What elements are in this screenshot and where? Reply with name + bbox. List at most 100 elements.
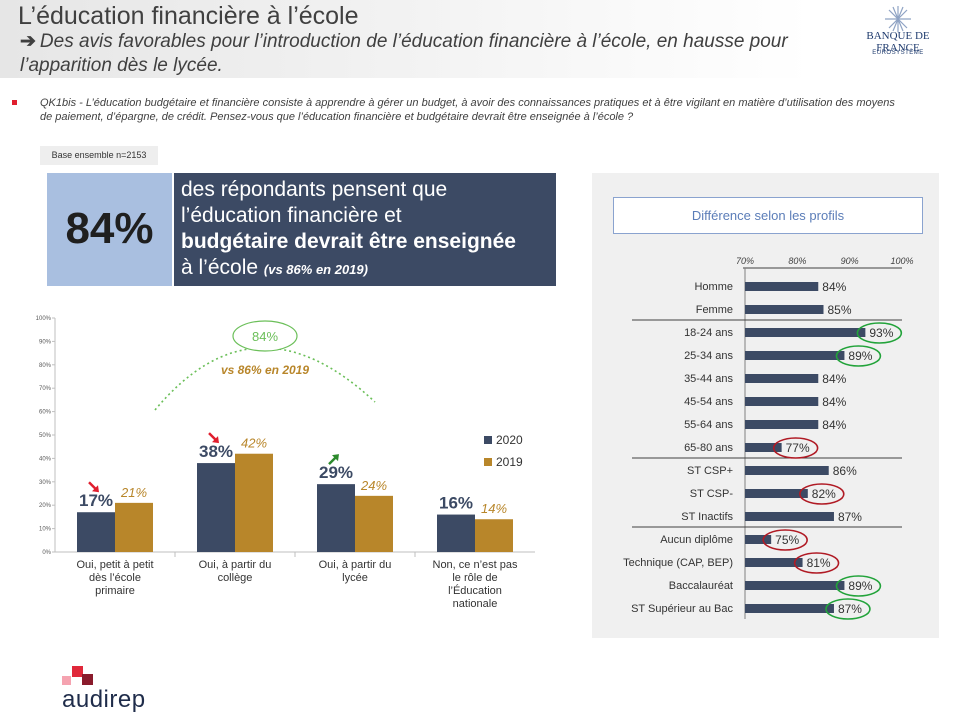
y-tick-label: 50% [39, 433, 52, 439]
highlight-note: (vs 86% en 2019) [264, 262, 368, 277]
logo-square-pink [62, 676, 71, 685]
legend-label-2020: 2020 [496, 433, 523, 447]
profile-value-label: 89% [848, 579, 872, 593]
bar-2020 [317, 484, 355, 552]
y-tick-label: 60% [39, 410, 52, 416]
profile-bar [745, 397, 818, 406]
highlight-line-3: budgétaire devrait être enseignée [181, 229, 553, 255]
highlight-line-4-text: à l’école [181, 256, 258, 279]
data-label-2019: 14% [481, 501, 507, 516]
data-label-2020: 29% [319, 463, 353, 482]
profile-bar [745, 351, 844, 360]
y-tick-label: 90% [39, 339, 52, 345]
profile-value-label: 85% [828, 303, 852, 317]
y-tick-label: 0% [42, 550, 51, 556]
page-title: L’éducation financière à l’école [18, 2, 359, 31]
profile-bar [745, 489, 808, 498]
profile-value-label: 93% [869, 326, 893, 340]
highlight-line-2: l’éducation financière et [181, 203, 553, 229]
page-subtitle: ➔ Des avis favorables pour l’introduction… [20, 30, 820, 78]
x-tick-label: 100% [890, 256, 913, 266]
category-label: 55-64 ans [684, 419, 733, 431]
profile-value-label: 81% [807, 556, 831, 570]
x-tick-label: 80% [788, 256, 806, 266]
subtitle-text: Des avis favorables pour l’introduction … [20, 31, 788, 76]
profile-value-label: 84% [822, 418, 846, 432]
category-label: 65-80 ans [684, 442, 733, 454]
bar-2019 [355, 496, 393, 552]
profile-value-label: 87% [838, 602, 862, 616]
y-tick-label: 80% [39, 363, 52, 369]
brand-name: audirep [62, 686, 146, 714]
bar-2019 [115, 503, 153, 552]
data-label-2019: 24% [360, 478, 387, 493]
logo-sub: EUROSYSTÈME [848, 50, 948, 56]
category-label: ST Inactifs [681, 511, 733, 523]
profile-value-label: 84% [822, 395, 846, 409]
profile-value-label: 84% [822, 372, 846, 386]
bar-2020 [437, 515, 475, 552]
bar-2019 [475, 519, 513, 552]
profile-bar [745, 328, 865, 337]
profile-bar [745, 374, 818, 383]
trend-shaft [89, 482, 96, 489]
profiles-bar-chart: 70% 80% 90% 100% Homme 84% Femme 85% 18-24 ans 93… [592, 250, 939, 630]
profile-bar [745, 604, 834, 613]
category-label: Technique (CAP, BEP) [623, 557, 733, 569]
data-label-2020: 16% [439, 494, 473, 513]
profile-value-label: 89% [848, 349, 872, 363]
profile-value-label: 84% [822, 280, 846, 294]
category-label: 18-24 ans [684, 327, 733, 339]
category-label: ST CSP+ [687, 465, 733, 477]
category-label: 45-54 ans [684, 396, 733, 408]
legend-swatch-2020 [484, 436, 492, 444]
profile-bar [745, 466, 829, 475]
profile-bar [745, 305, 824, 314]
bar-2020 [197, 463, 235, 552]
category-label: Baccalauréat [669, 580, 733, 592]
bar-2019 [235, 454, 273, 552]
x-tick-label: 90% [841, 256, 859, 266]
data-label-2019: 42% [241, 436, 267, 451]
question-marker [12, 100, 17, 105]
profile-value-label: 75% [775, 533, 799, 547]
main-bar-chart: 0% 10% 20% 30% 40% 50% 60% 70% 80% 90% 100% 17% 21% O… [0, 300, 560, 620]
profile-bar [745, 512, 834, 521]
profiles-title: Différence selon les profils [613, 197, 923, 234]
category-label: 25-34 ans [684, 350, 733, 362]
y-tick-label: 40% [39, 456, 52, 462]
category-label: 35-44 ans [684, 373, 733, 385]
question-text: QK1bis - L’éducation budgétaire et finan… [40, 96, 900, 124]
y-tick-label: 70% [39, 386, 52, 392]
x-category-label: Non, ce n’est pas le rôle de l’Éducation na… [433, 559, 518, 610]
data-label-2020: 17% [79, 491, 113, 510]
category-label: Aucun diplôme [660, 534, 733, 546]
profile-value-label: 86% [833, 464, 857, 478]
x-category-label: Oui, petit à petit dès l’école primaire [76, 559, 153, 597]
highlight-line-1: des répondants pensent que [181, 177, 553, 203]
profile-bar [745, 420, 818, 429]
profile-bar [745, 535, 771, 544]
category-label: ST Supérieur au Bac [631, 603, 733, 615]
y-tick-label: 10% [39, 527, 52, 533]
category-label: Homme [694, 281, 733, 293]
annotation-prev: vs 86% en 2019 [221, 363, 309, 377]
annotation-arc [155, 348, 375, 410]
x-category-label: Oui, à partir du lycée [319, 559, 392, 584]
data-label-2020: 38% [199, 442, 233, 461]
profile-value-label: 87% [838, 510, 862, 524]
category-label: ST CSP- [690, 488, 734, 500]
profile-value-label: 77% [786, 441, 810, 455]
y-tick-label: 30% [39, 480, 52, 486]
trend-shaft [209, 433, 216, 440]
highlight-value: 84% [47, 204, 172, 254]
highlight-line-4: à l’école (vs 86% en 2019) [181, 255, 553, 283]
x-tick-label: 70% [736, 256, 754, 266]
y-tick-label: 100% [36, 316, 52, 322]
profile-bar [745, 581, 844, 590]
legend-label-2019: 2019 [496, 455, 523, 469]
highlight-text: des répondants pensent que l’éducation f… [181, 177, 553, 283]
category-label: Femme [696, 304, 733, 316]
profile-bar [745, 282, 818, 291]
banque-de-france-logo: BANQUE DE FRANCE EUROSYSTÈME [848, 4, 948, 74]
